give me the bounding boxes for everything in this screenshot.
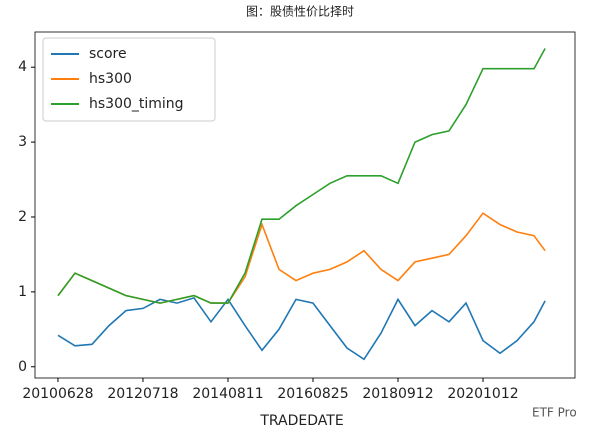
x-tick-label: 20160825 bbox=[277, 386, 348, 402]
legend-box bbox=[42, 37, 216, 122]
line-series bbox=[57, 212, 546, 304]
watermark: ETF Pro bbox=[532, 406, 577, 420]
chart-title: 图：股债性价比择时 bbox=[246, 5, 354, 19]
legend-label: score bbox=[89, 46, 127, 62]
x-axis-label: TRADEDATE bbox=[259, 413, 343, 429]
x-tick-label: 20100628 bbox=[22, 386, 93, 402]
y-tick-label: 2 bbox=[18, 209, 27, 225]
line-series bbox=[57, 296, 546, 361]
y-tick-label: 0 bbox=[18, 359, 27, 375]
x-tick-label: 20180912 bbox=[362, 386, 433, 402]
plot-frame bbox=[34, 31, 576, 379]
x-tick-label: 20120718 bbox=[107, 386, 178, 402]
x-tick-label: 20201012 bbox=[447, 386, 518, 402]
line-series bbox=[57, 48, 546, 304]
y-tick-label: 4 bbox=[18, 59, 27, 75]
y-tick-label: 1 bbox=[18, 284, 27, 300]
legend-label: hs300 bbox=[89, 71, 132, 87]
y-tick-label: 3 bbox=[18, 134, 27, 150]
legend-label: hs300_timing bbox=[89, 96, 184, 112]
x-tick-label: 20140811 bbox=[192, 386, 263, 402]
